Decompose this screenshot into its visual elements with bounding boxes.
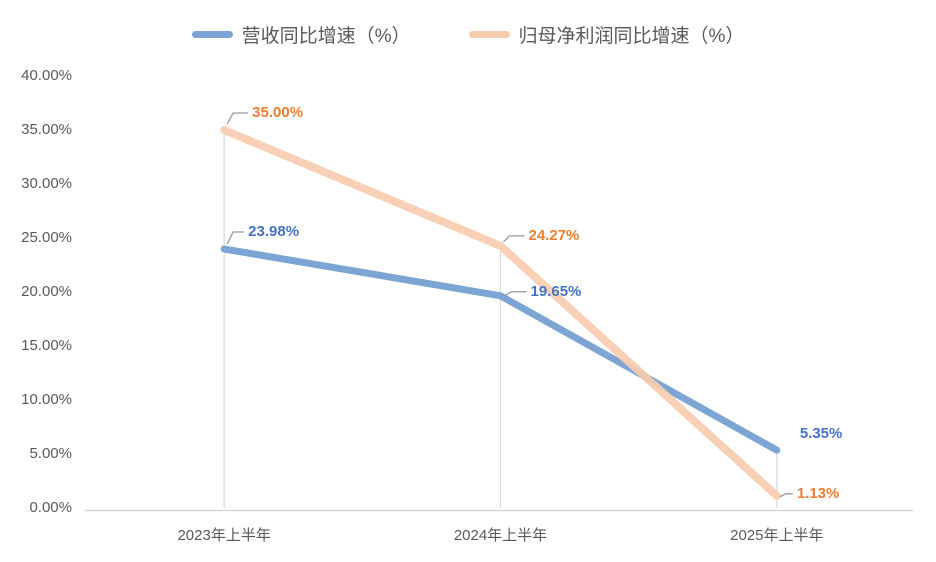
label-leader-line bbox=[226, 112, 249, 125]
x-axis-category-label: 2024年上半年 bbox=[453, 527, 548, 544]
y-axis-tick-label: 10.00% bbox=[21, 391, 72, 408]
legend-label-revenue-growth: 营收同比增速（%） bbox=[241, 26, 411, 47]
data-point-label: 5.35% bbox=[799, 425, 843, 443]
label-leader-line bbox=[779, 493, 793, 498]
data-point-label: 35.00% bbox=[252, 104, 304, 121]
legend-label-net-profit-growth: 归母净利润同比增速（%） bbox=[518, 26, 745, 47]
y-axis-tick-label: 15.00% bbox=[21, 337, 72, 354]
label-leader-line bbox=[503, 235, 525, 243]
legend-line-marker-blue bbox=[191, 31, 233, 38]
x-axis-category-label: 2023年上半年 bbox=[177, 527, 271, 544]
chart-legend: 营收同比增速（%） 归母净利润同比增速（%） bbox=[0, 21, 936, 48]
data-point-label: 19.65% bbox=[530, 282, 582, 300]
x-axis-category-label: 2025年上半年 bbox=[730, 527, 824, 544]
y-axis-tick-label: 0.00% bbox=[29, 499, 72, 516]
y-axis-tick-label: 5.00% bbox=[29, 445, 72, 462]
data-point-label: 1.13% bbox=[796, 484, 840, 502]
series-line-1[interactable] bbox=[220, 126, 781, 500]
series-line-0[interactable] bbox=[220, 245, 781, 454]
data-point-label: 24.27% bbox=[528, 226, 580, 244]
y-axis-tick-label: 40.00% bbox=[21, 67, 72, 84]
label-leader-line bbox=[226, 231, 245, 245]
data-point-label: 23.98% bbox=[248, 223, 300, 241]
y-axis-tick-label: 35.00% bbox=[21, 121, 72, 138]
legend-item-revenue-growth[interactable]: 营收同比增速（%） bbox=[191, 21, 411, 48]
label-leader-line bbox=[504, 291, 527, 297]
legend-line-marker-orange bbox=[468, 31, 510, 38]
y-axis-tick-label: 30.00% bbox=[21, 175, 72, 192]
y-axis-tick-label: 20.00% bbox=[21, 283, 72, 300]
y-axis-tick-label: 25.00% bbox=[21, 229, 72, 246]
legend-item-net-profit-growth[interactable]: 归母净利润同比增速（%） bbox=[468, 21, 745, 48]
